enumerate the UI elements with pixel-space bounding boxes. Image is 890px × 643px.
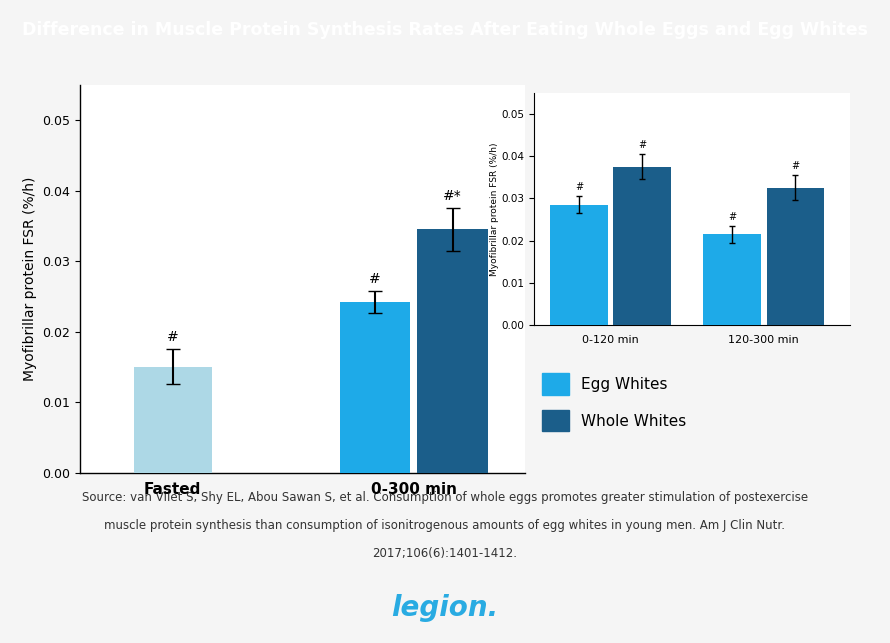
Text: Source: van Vliet S, Shy EL, Abou Sawan S, et al. Consumption of whole eggs prom: Source: van Vliet S, Shy EL, Abou Sawan … [82, 491, 808, 504]
Text: #: # [638, 140, 646, 150]
Bar [766, 188, 824, 325]
Bar [417, 230, 488, 473]
Bar [613, 167, 671, 325]
Legend: Egg Whites, Whole Whites: Egg Whites, Whole Whites [542, 373, 686, 431]
Text: #: # [369, 272, 381, 285]
Bar [550, 204, 608, 325]
Text: #: # [575, 182, 583, 192]
Y-axis label: Myofibrillar protein FSR (%/h): Myofibrillar protein FSR (%/h) [23, 177, 36, 381]
Bar [134, 367, 212, 473]
Bar [703, 234, 761, 325]
Text: Difference in Muscle Protein Synthesis Rates After Eating Whole Eggs and Egg Whi: Difference in Muscle Protein Synthesis R… [22, 21, 868, 39]
Text: #: # [728, 212, 736, 222]
Text: muscle protein synthesis than consumption of isonitrogenous amounts of egg white: muscle protein synthesis than consumptio… [104, 519, 786, 532]
Bar [340, 302, 410, 473]
Text: #*: #* [443, 188, 462, 203]
Text: 2017;106(6):1401-1412.: 2017;106(6):1401-1412. [373, 547, 517, 560]
Y-axis label: Myofibrillar protein FSR (%/h): Myofibrillar protein FSR (%/h) [490, 142, 498, 276]
Text: #: # [791, 161, 799, 171]
Text: legion.: legion. [392, 593, 498, 622]
Text: #: # [167, 330, 179, 343]
